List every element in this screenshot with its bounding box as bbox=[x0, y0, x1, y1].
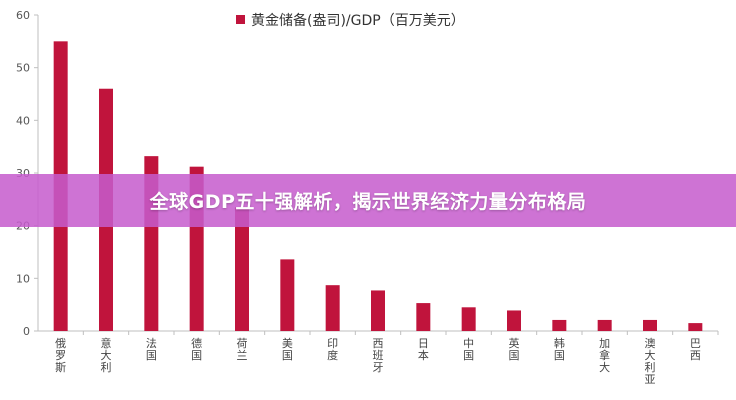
legend: 黄金储备(盎司)/GDP（百万美元） bbox=[236, 12, 465, 29]
banner-title: 全球GDP五十强解析，揭示世界经济力量分布格局 bbox=[149, 191, 587, 213]
y-axis: 0102030405060 bbox=[16, 9, 39, 338]
x-category-label: 巴西 bbox=[690, 337, 701, 362]
x-category-label: 加拿大 bbox=[599, 337, 610, 374]
title-banner: 全球GDP五十强解析，揭示世界经济力量分布格局 bbox=[0, 174, 736, 227]
y-tick-label: 10 bbox=[16, 272, 30, 285]
x-category-label: 澳大利亚 bbox=[645, 337, 656, 386]
bar bbox=[461, 307, 476, 331]
bar bbox=[235, 207, 249, 331]
x-category-label: 英国 bbox=[509, 336, 520, 362]
bar bbox=[371, 290, 385, 331]
legend-swatch bbox=[236, 15, 245, 24]
y-tick-label: 40 bbox=[16, 114, 30, 127]
legend-label: 黄金储备(盎司)/GDP（百万美元） bbox=[251, 12, 465, 29]
bar bbox=[507, 310, 521, 331]
x-category-label: 意大利 bbox=[101, 336, 112, 374]
bar bbox=[597, 319, 612, 331]
x-category-label: 法国 bbox=[146, 336, 157, 362]
bar bbox=[643, 319, 657, 331]
y-tick-label: 0 bbox=[23, 325, 30, 338]
y-tick-label: 50 bbox=[16, 62, 30, 75]
bar bbox=[552, 319, 567, 331]
bar bbox=[280, 259, 295, 331]
x-category-label: 印度 bbox=[327, 337, 338, 362]
x-category-label: 美国 bbox=[282, 337, 293, 362]
x-axis bbox=[38, 330, 719, 335]
bar bbox=[416, 303, 431, 331]
category-labels: 俄罗斯 意大利 法国 德国 荷兰 美国 印度 西班牙 日本 中国 英国 韩国 加拿大 澳大利亚 巴西 bbox=[55, 336, 701, 386]
x-category-label: 日本 bbox=[418, 337, 429, 362]
x-category-label: 俄罗斯 bbox=[55, 337, 66, 374]
x-category-label: 西班牙 bbox=[373, 337, 384, 374]
x-category-label: 中国 bbox=[463, 337, 474, 362]
x-category-label: 荷兰 bbox=[237, 337, 248, 362]
x-category-label: 韩国 bbox=[554, 336, 565, 362]
x-category-label: 德国 bbox=[191, 336, 202, 362]
y-tick-label: 60 bbox=[16, 9, 30, 22]
bar bbox=[688, 323, 703, 331]
bar bbox=[325, 285, 340, 331]
